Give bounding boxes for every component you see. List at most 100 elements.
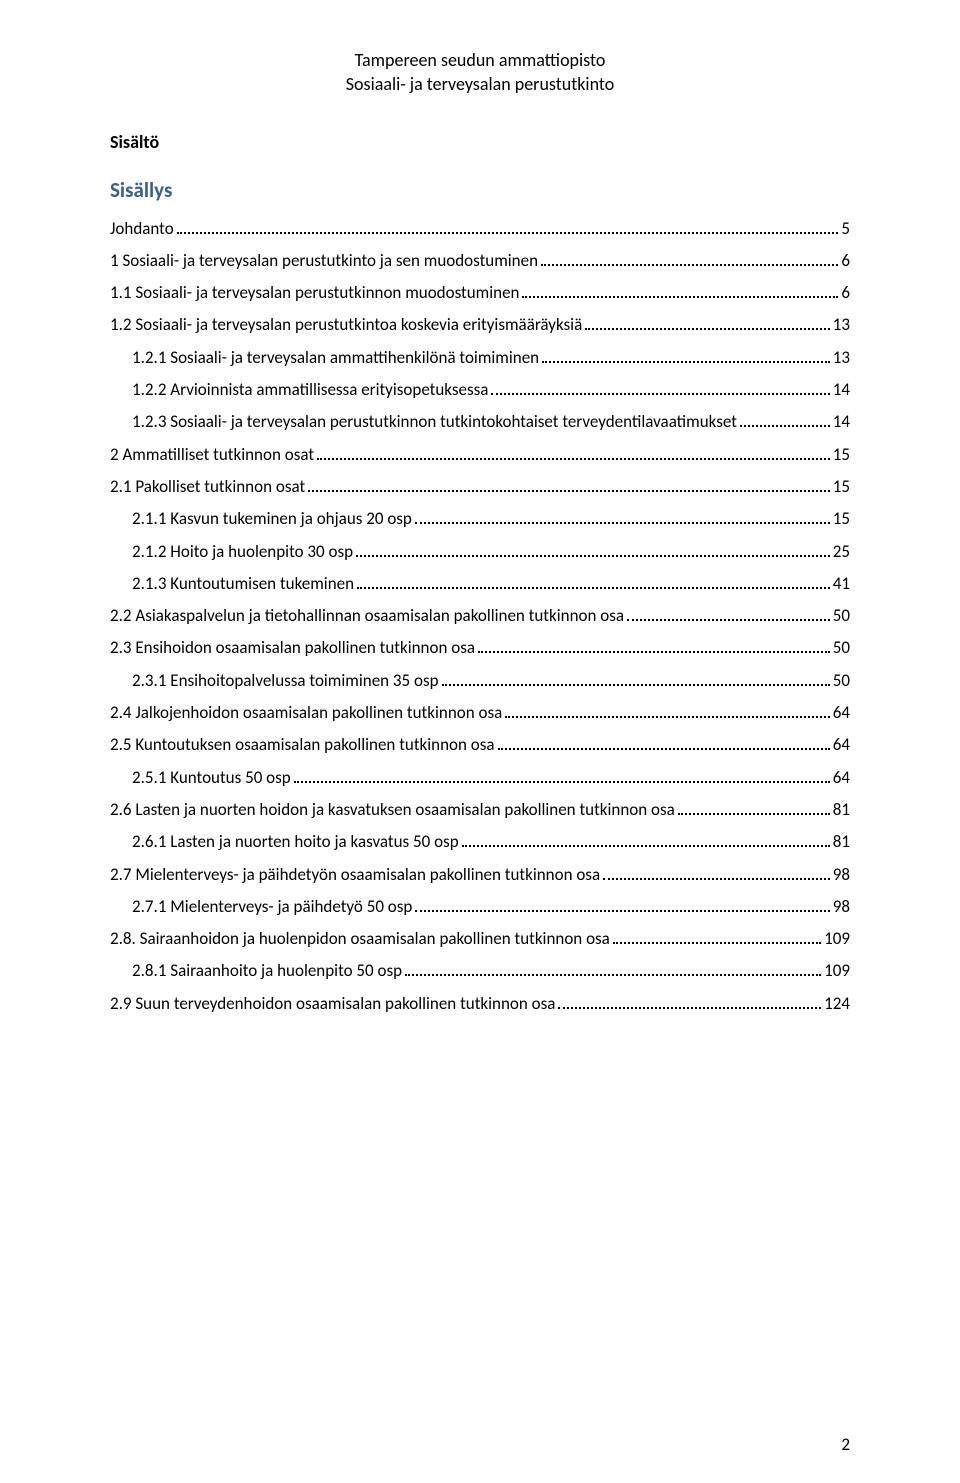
toc-entry[interactable]: 2.6 Lasten ja nuorten hoidon ja kasvatuk… xyxy=(110,794,850,826)
toc-entry[interactable]: 2.1.2 Hoito ja huolenpito 30 osp 25 xyxy=(110,536,850,568)
toc-label: 1.2.1 Sosiaali- ja terveysalan ammattihe… xyxy=(132,342,539,374)
toc-leader xyxy=(415,896,829,912)
toc-page: 64 xyxy=(833,729,850,761)
toc-leader xyxy=(558,993,821,1009)
toc-entry[interactable]: 2.1.1 Kasvun tukeminen ja ohjaus 20 osp 1… xyxy=(110,503,850,535)
toc-leader xyxy=(498,735,830,751)
toc-entry[interactable]: 2.6.1 Lasten ja nuorten hoito ja kasvatu… xyxy=(110,826,850,858)
toc-label: 2.3.1 Ensihoitopalvelussa toimiminen 35 … xyxy=(132,665,439,697)
toc-label: 2.1 Pakolliset tutkinnon osat xyxy=(110,471,305,503)
header-line-1: Tampereen seudun ammattiopisto xyxy=(110,48,850,72)
toc-leader xyxy=(613,929,821,945)
toc-entry[interactable]: 2.9 Suun terveydenhoidon osaamisalan pak… xyxy=(110,988,850,1020)
toc-leader xyxy=(603,864,830,880)
toc-page: 6 xyxy=(841,245,850,277)
page-number: 2 xyxy=(841,1434,850,1455)
toc-label: Johdanto xyxy=(110,213,174,245)
toc-page: 14 xyxy=(833,374,850,406)
toc-page: 81 xyxy=(833,826,850,858)
document-page: Tampereen seudun ammattiopisto Sosiaali-… xyxy=(0,0,960,1483)
toc-leader xyxy=(415,509,830,525)
toc-leader xyxy=(522,283,838,299)
toc-entry[interactable]: 2.8. Sairaanhoidon ja huolenpidon osaami… xyxy=(110,923,850,955)
toc-leader xyxy=(177,218,839,234)
header-line-2: Sosiaali- ja terveysalan perustutkinto xyxy=(110,72,850,96)
toc-entry[interactable]: 2.5.1 Kuntoutus 50 osp 64 xyxy=(110,762,850,794)
toc-label: 2.2 Asiakaspalvelun ja tietohallinnan os… xyxy=(110,600,624,632)
toc-leader xyxy=(317,444,830,460)
toc-page: 5 xyxy=(841,213,850,245)
toc-page: 15 xyxy=(833,503,850,535)
toc-page: 109 xyxy=(824,955,850,987)
toc-page: 6 xyxy=(841,277,850,309)
toc-page: 98 xyxy=(833,891,850,923)
toc-label: 2.7 Mielenterveys- ja päihdetyön osaamis… xyxy=(110,859,600,891)
toc-entry[interactable]: 2.4 Jalkojenhoidon osaamisalan pakolline… xyxy=(110,697,850,729)
toc-label: 2.1.3 Kuntoutumisen tukeminen xyxy=(132,568,354,600)
toc-entry[interactable]: 1.1 Sosiaali- ja terveysalan perustutkin… xyxy=(110,277,850,309)
toc-label: 1.2.2 Arvioinnista ammatillisessa erityi… xyxy=(132,374,488,406)
toc-entry[interactable]: 2.7.1 Mielenterveys- ja päihdetyö 50 osp… xyxy=(110,891,850,923)
toc-page: 81 xyxy=(833,794,850,826)
toc-entry[interactable]: 1 Sosiaali- ja terveysalan perustutkinto… xyxy=(110,245,850,277)
toc-label: 2.7.1 Mielenterveys- ja päihdetyö 50 osp xyxy=(132,891,412,923)
document-header: Tampereen seudun ammattiopisto Sosiaali-… xyxy=(110,48,850,97)
toc-page: 25 xyxy=(833,536,850,568)
toc-label: 1 Sosiaali- ja terveysalan perustutkinto… xyxy=(110,245,538,277)
toc-leader xyxy=(478,638,830,654)
toc-leader xyxy=(442,670,830,686)
toc-entry[interactable]: 2.8.1 Sairaanhoito ja huolenpito 50 osp 1… xyxy=(110,955,850,987)
toc-page: 13 xyxy=(833,342,850,374)
toc-page: 15 xyxy=(833,471,850,503)
section-label-sisalto: Sisältö xyxy=(110,131,850,153)
toc-label: 2.4 Jalkojenhoidon osaamisalan pakolline… xyxy=(110,697,502,729)
toc-entry[interactable]: 1.2.2 Arvioinnista ammatillisessa erityi… xyxy=(110,374,850,406)
toc-entry[interactable]: 1.2.1 Sosiaali- ja terveysalan ammattihe… xyxy=(110,342,850,374)
toc-page: 13 xyxy=(833,309,850,341)
toc-label: 2 Ammatilliset tutkinnon osat xyxy=(110,439,314,471)
toc-page: 98 xyxy=(833,859,850,891)
toc-page: 64 xyxy=(833,762,850,794)
toc-leader xyxy=(505,702,830,718)
toc-page: 50 xyxy=(833,600,850,632)
toc-entry[interactable]: 2.5 Kuntoutuksen osaamisalan pakollinen … xyxy=(110,729,850,761)
toc-entry[interactable]: 2.1.3 Kuntoutumisen tukeminen 41 xyxy=(110,568,850,600)
toc-label: 2.6.1 Lasten ja nuorten hoito ja kasvatu… xyxy=(132,826,459,858)
toc-label: 2.1.1 Kasvun tukeminen ja ohjaus 20 osp xyxy=(132,503,412,535)
toc-page: 109 xyxy=(824,923,850,955)
toc-label: 2.6 Lasten ja nuorten hoidon ja kasvatuk… xyxy=(110,794,675,826)
toc-entry[interactable]: 1.2 Sosiaali- ja terveysalan perustutkin… xyxy=(110,309,850,341)
toc-leader xyxy=(678,799,830,815)
toc-page: 50 xyxy=(833,665,850,697)
toc-leader xyxy=(542,347,830,363)
toc-leader xyxy=(462,832,830,848)
toc-leader xyxy=(541,250,838,266)
toc-label: 2.8.1 Sairaanhoito ja huolenpito 50 osp xyxy=(132,955,402,987)
toc-entry[interactable]: 2.3.1 Ensihoitopalvelussa toimiminen 35 … xyxy=(110,665,850,697)
toc-leader xyxy=(740,412,830,428)
toc-entry[interactable]: 2.7 Mielenterveys- ja päihdetyön osaamis… xyxy=(110,859,850,891)
toc-label: 2.3 Ensihoidon osaamisalan pakollinen tu… xyxy=(110,632,475,664)
toc-title: Sisällys xyxy=(110,177,850,203)
toc-leader xyxy=(491,379,829,395)
toc-label: 2.5 Kuntoutuksen osaamisalan pakollinen … xyxy=(110,729,495,761)
toc-entry[interactable]: 2 Ammatilliset tutkinnon osat 15 xyxy=(110,439,850,471)
toc-label: 1.1 Sosiaali- ja terveysalan perustutkin… xyxy=(110,277,519,309)
toc-leader xyxy=(308,476,830,492)
toc-entry[interactable]: 2.3 Ensihoidon osaamisalan pakollinen tu… xyxy=(110,632,850,664)
toc-label: 1.2 Sosiaali- ja terveysalan perustutkin… xyxy=(110,309,582,341)
toc-label: 2.1.2 Hoito ja huolenpito 30 osp xyxy=(132,536,353,568)
toc-leader xyxy=(585,315,830,331)
toc-label: 2.5.1 Kuntoutus 50 osp xyxy=(132,762,291,794)
toc-page: 50 xyxy=(833,632,850,664)
toc-entry[interactable]: 2.1 Pakolliset tutkinnon osat 15 xyxy=(110,471,850,503)
toc-label: 1.2.3 Sosiaali- ja terveysalan perustutk… xyxy=(132,406,737,438)
toc-leader xyxy=(627,606,830,622)
toc-entry[interactable]: Johdanto 5 xyxy=(110,213,850,245)
toc-label: 2.9 Suun terveydenhoidon osaamisalan pak… xyxy=(110,988,555,1020)
toc-label: 2.8. Sairaanhoidon ja huolenpidon osaami… xyxy=(110,923,610,955)
toc-entry[interactable]: 2.2 Asiakaspalvelun ja tietohallinnan os… xyxy=(110,600,850,632)
toc-page: 15 xyxy=(833,439,850,471)
toc-page: 41 xyxy=(833,568,850,600)
toc-entry[interactable]: 1.2.3 Sosiaali- ja terveysalan perustutk… xyxy=(110,406,850,438)
